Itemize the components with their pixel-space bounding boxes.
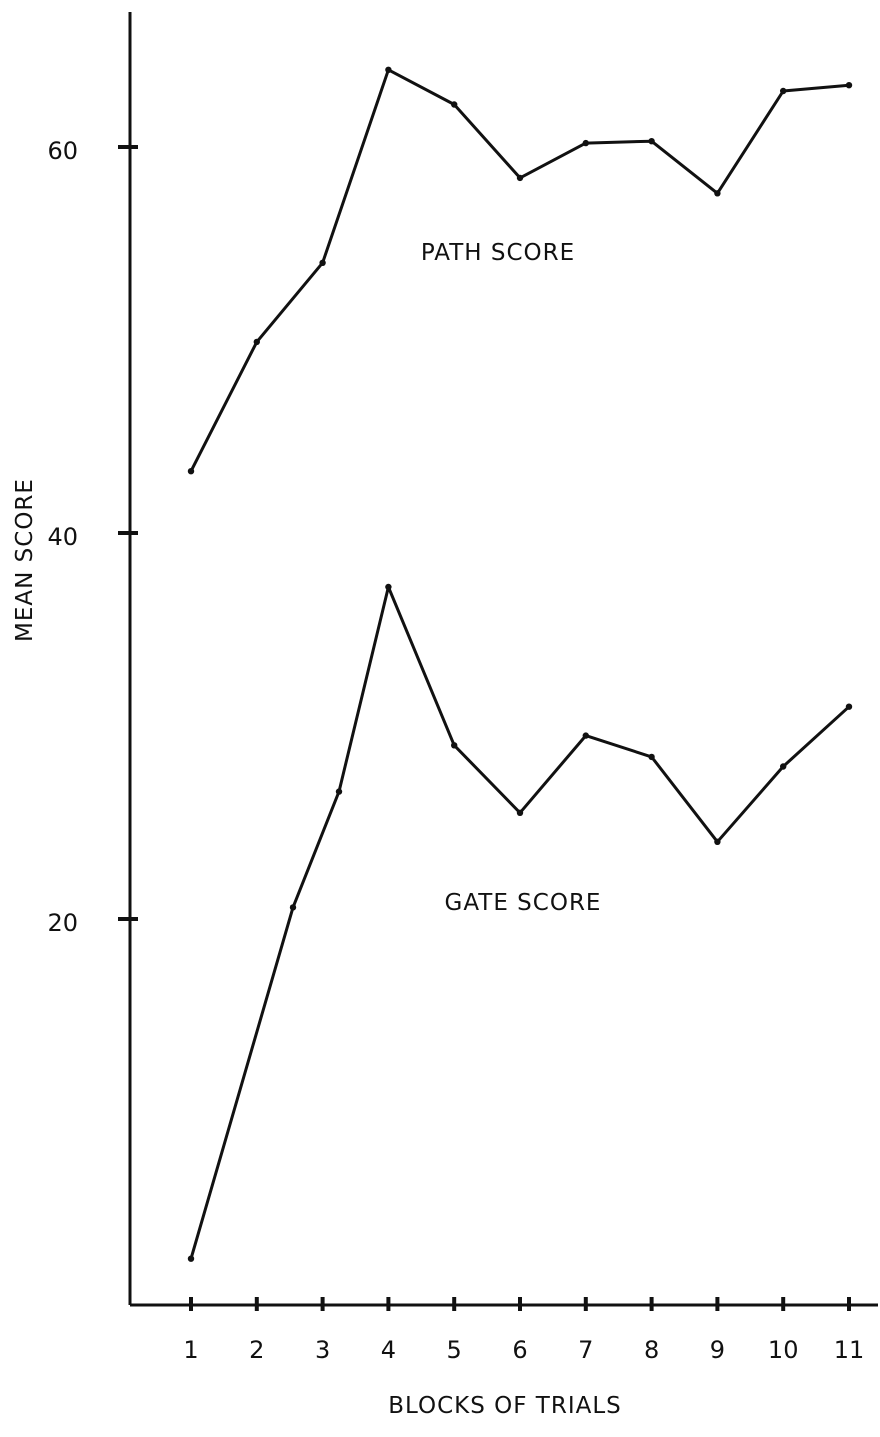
data-point-path-score: [780, 87, 787, 95]
data-point-gate-score: [335, 788, 343, 795]
data-point-path-score: [845, 82, 853, 89]
series-label-gate-score: GATE SCORE: [445, 890, 602, 916]
data-point-path-score: [187, 468, 195, 475]
x-tick-label: 11: [834, 1336, 865, 1364]
x-tick-label: 7: [578, 1336, 593, 1364]
data-point-path-score: [714, 190, 721, 197]
data-point-path-score: [516, 174, 524, 182]
x-tick-label: 5: [447, 1336, 462, 1364]
x-tick-label: 3: [315, 1336, 330, 1364]
y-axis-ticks: 20 40 60: [47, 137, 138, 937]
series-label-path-score: PATH SCORE: [421, 240, 575, 266]
y-axis-title: MEAN SCORE: [12, 478, 38, 642]
x-tick-label: 8: [644, 1336, 659, 1364]
x-tick-label: 10: [768, 1336, 799, 1364]
x-tick-label: 1: [183, 1336, 198, 1364]
data-point-path-score: [319, 259, 326, 266]
x-axis-title: BLOCKS OF TRIALS: [388, 1393, 622, 1419]
data-point-gate-score: [516, 809, 524, 816]
data-point-gate-score: [648, 753, 655, 761]
data-point-path-score: [451, 101, 458, 108]
y-tick-label: 60: [47, 137, 78, 165]
series-layer: [187, 66, 853, 1262]
axes: [128, 12, 878, 1307]
data-point-gate-score: [845, 703, 853, 710]
series-line-gate-score: [189, 585, 851, 1260]
data-point-path-score: [253, 338, 260, 346]
data-point-path-score: [582, 139, 589, 147]
y-tick-label: 20: [47, 909, 78, 937]
x-tick-label: 9: [710, 1336, 725, 1364]
x-axis-ticks: 1 2 3 4 5 6 7 8 9 10 11: [183, 1297, 864, 1364]
data-point-path-score: [648, 138, 655, 145]
x-tick-label: 4: [381, 1336, 396, 1364]
x-tick-label: 2: [249, 1336, 264, 1364]
series-line-path-score: [189, 68, 850, 472]
data-point-gate-score: [780, 763, 787, 770]
data-point-gate-score: [582, 732, 589, 739]
data-point-gate-score: [289, 904, 297, 911]
data-point-gate-score: [385, 583, 392, 591]
y-tick-label: 40: [47, 523, 78, 551]
data-point-gate-score: [714, 838, 721, 845]
data-point-path-score: [385, 66, 392, 74]
data-point-gate-score: [187, 1255, 195, 1262]
data-point-gate-score: [451, 742, 458, 749]
x-tick-label: 6: [512, 1336, 527, 1364]
